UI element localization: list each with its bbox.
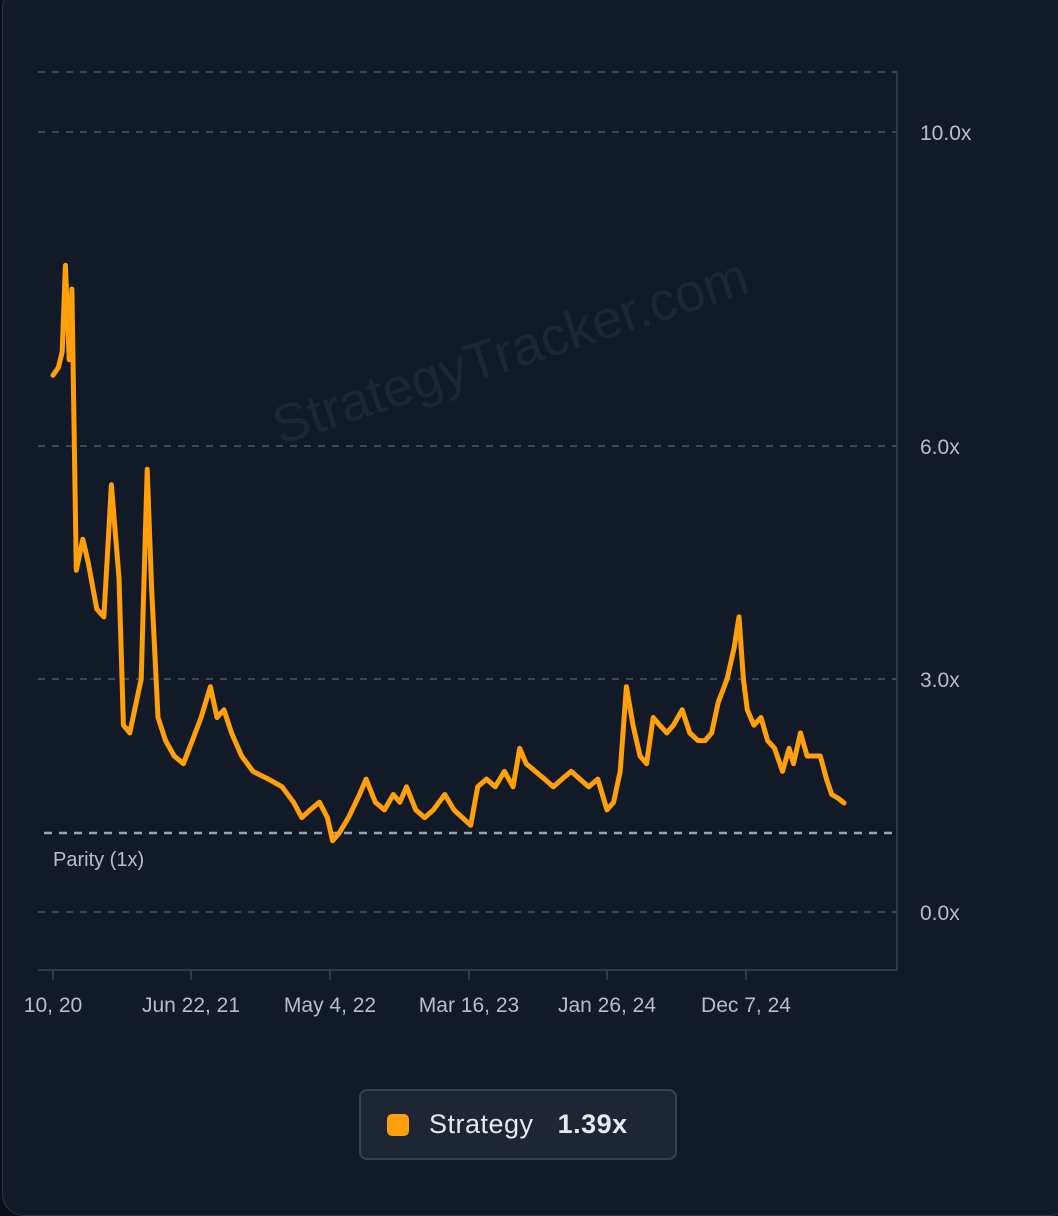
- series-layer[interactable]: [50, 262, 847, 844]
- y-tick-label: 6.0x: [920, 436, 960, 459]
- x-tick-label: 10, 20: [24, 994, 82, 1017]
- y-tick-label: 10.0x: [920, 122, 972, 145]
- legend-series-value: 1.39x: [557, 1109, 628, 1139]
- grid-layer: [38, 71, 897, 913]
- x-tick-label: Dec 7, 24: [701, 994, 791, 1017]
- legend[interactable]: Strategy 1.39x: [359, 1089, 677, 1160]
- x-tick-label: Jun 22, 21: [142, 994, 240, 1017]
- x-tick-label: Jan 26, 24: [558, 994, 656, 1017]
- parity-label: Parity (1x): [53, 849, 144, 871]
- watermark: StrategyTracker.com: [265, 246, 755, 456]
- legend-swatch: [387, 1113, 409, 1136]
- x-tick-label: Mar 16, 23: [419, 994, 519, 1017]
- axis-layer: 0.0x 3.0x 6.0x 10.0x 10, 20 Jun 22, 21 May 4, …: [24, 72, 972, 1017]
- x-tick-label: May 4, 22: [284, 994, 376, 1017]
- y-tick-label: 0.0x: [920, 902, 960, 925]
- y-tick-label: 3.0x: [920, 669, 960, 692]
- series-line-strategy[interactable]: [50, 262, 847, 844]
- legend-series-name: Strategy: [429, 1109, 534, 1139]
